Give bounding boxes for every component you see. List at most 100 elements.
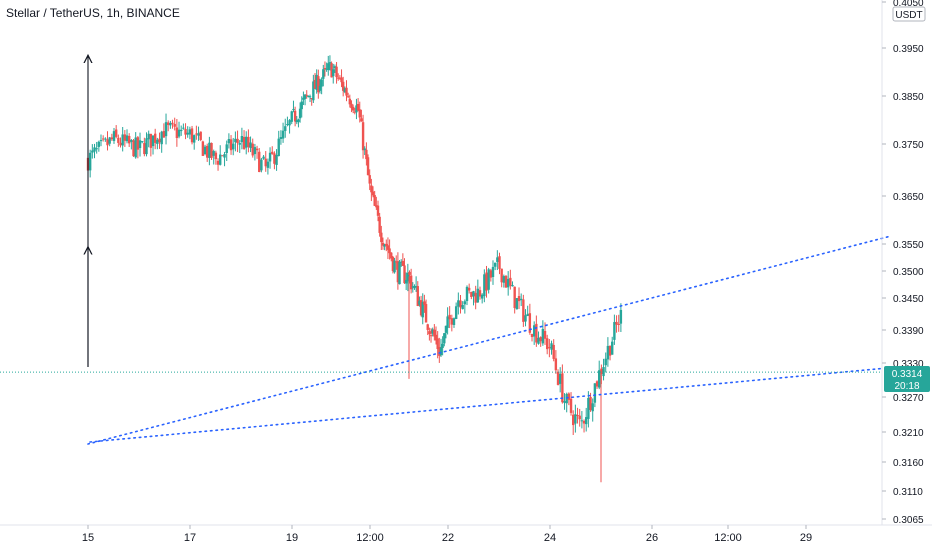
price-tick-label: 0.3390	[893, 326, 924, 337]
candle-down	[149, 133, 153, 157]
candle-down	[459, 294, 462, 314]
candle-down	[119, 137, 122, 148]
candle-up	[454, 302, 458, 320]
candle-down	[388, 239, 391, 260]
candle-up	[298, 102, 302, 123]
candle-up	[279, 130, 283, 145]
candle-down	[199, 131, 202, 142]
candle-down	[436, 331, 439, 359]
candle-up	[308, 94, 312, 103]
wedge-trendline[interactable]	[87, 367, 881, 444]
candle-up	[303, 94, 307, 106]
price-axis[interactable]: 0.4050 0.3950 0.3850 0.3750 0.3650 0.3550 0.35…	[881, 0, 924, 526]
candle-up	[138, 132, 142, 157]
candle-up	[457, 292, 460, 315]
candle-down	[576, 407, 579, 424]
price-tick-label: 0.3330	[893, 359, 924, 370]
candle-up	[197, 126, 200, 141]
candle-down	[335, 62, 338, 84]
candle-up	[421, 293, 424, 325]
candle-up	[234, 131, 237, 152]
time-tick-label: 19	[286, 532, 298, 544]
candle-down	[370, 178, 373, 202]
candle-up	[550, 340, 553, 355]
candle-down	[371, 186, 375, 198]
candle-up	[604, 352, 607, 373]
candle-down	[578, 408, 581, 427]
candle-down	[242, 130, 246, 150]
candle-down	[561, 364, 564, 404]
candle-down	[391, 255, 395, 274]
candle-down	[423, 294, 426, 313]
time-tick-label: 24	[544, 532, 556, 544]
candle-up	[519, 293, 523, 307]
price-tick-label: 0.3110	[893, 487, 923, 498]
candle-down	[548, 338, 551, 358]
candle-down	[552, 339, 555, 362]
current-price-badge	[884, 366, 930, 392]
candle-up	[227, 133, 231, 149]
candle-up	[606, 337, 610, 367]
candle-down	[195, 125, 198, 140]
candle-up	[312, 74, 315, 104]
candle-up	[480, 293, 484, 304]
time-tick-label: 12:00	[356, 532, 384, 544]
candle-down	[448, 306, 451, 329]
candle-down	[305, 90, 308, 99]
candle-up	[112, 127, 116, 144]
candle-down	[403, 258, 406, 284]
candle-down	[351, 104, 355, 114]
time-tick-label: 22	[442, 532, 454, 544]
candle-down	[136, 136, 140, 159]
candle-up	[193, 134, 196, 150]
candle-up	[164, 113, 168, 145]
candle-up	[88, 149, 92, 178]
candle-down	[433, 324, 436, 341]
candle-down	[110, 133, 114, 141]
unit-label: USDT	[895, 10, 922, 21]
candle-up	[315, 69, 318, 94]
candle-down	[500, 268, 503, 288]
candle-up	[297, 118, 300, 128]
candle-up	[406, 263, 410, 292]
candle-down	[127, 133, 131, 147]
candle-down	[273, 151, 276, 170]
candle-up	[537, 331, 540, 345]
candle-down	[117, 134, 120, 147]
candle-up	[97, 140, 101, 152]
candle-down	[424, 299, 428, 323]
candle-up	[446, 307, 449, 335]
candle-down	[293, 106, 297, 127]
candle-down	[498, 252, 501, 275]
wedge-trendline[interactable]	[87, 236, 889, 445]
candle-down	[216, 158, 220, 171]
candle-up	[275, 149, 278, 171]
price-tick-label: 0.3750	[893, 140, 924, 151]
candle-up	[277, 130, 280, 157]
candle-up	[439, 338, 443, 358]
candle-up	[147, 130, 150, 148]
candle-down	[485, 265, 488, 298]
candle-up	[587, 391, 590, 428]
price-tick-label: 0.4050	[893, 0, 924, 9]
candle-up	[515, 297, 519, 310]
time-axis[interactable]: 15 17 19 12:00 22 24 26 12:00 29	[0, 524, 932, 544]
candle-up	[483, 269, 486, 303]
candle-down	[478, 286, 482, 300]
price-tick-label: 0.3270	[893, 393, 924, 404]
candle-up	[493, 262, 497, 271]
annotations-layer	[87, 55, 889, 445]
candle-down	[429, 328, 433, 343]
candle-up	[461, 301, 464, 310]
candle-down	[271, 146, 274, 155]
candle-up	[532, 321, 536, 345]
candle-down	[310, 98, 313, 106]
candle-down	[373, 190, 376, 207]
candle-down	[229, 135, 233, 155]
price-tick-label: 0.3065	[893, 515, 924, 526]
candle-down	[106, 131, 109, 151]
candle-up	[286, 116, 289, 127]
candle-up	[524, 309, 527, 327]
candle-up	[249, 136, 252, 153]
